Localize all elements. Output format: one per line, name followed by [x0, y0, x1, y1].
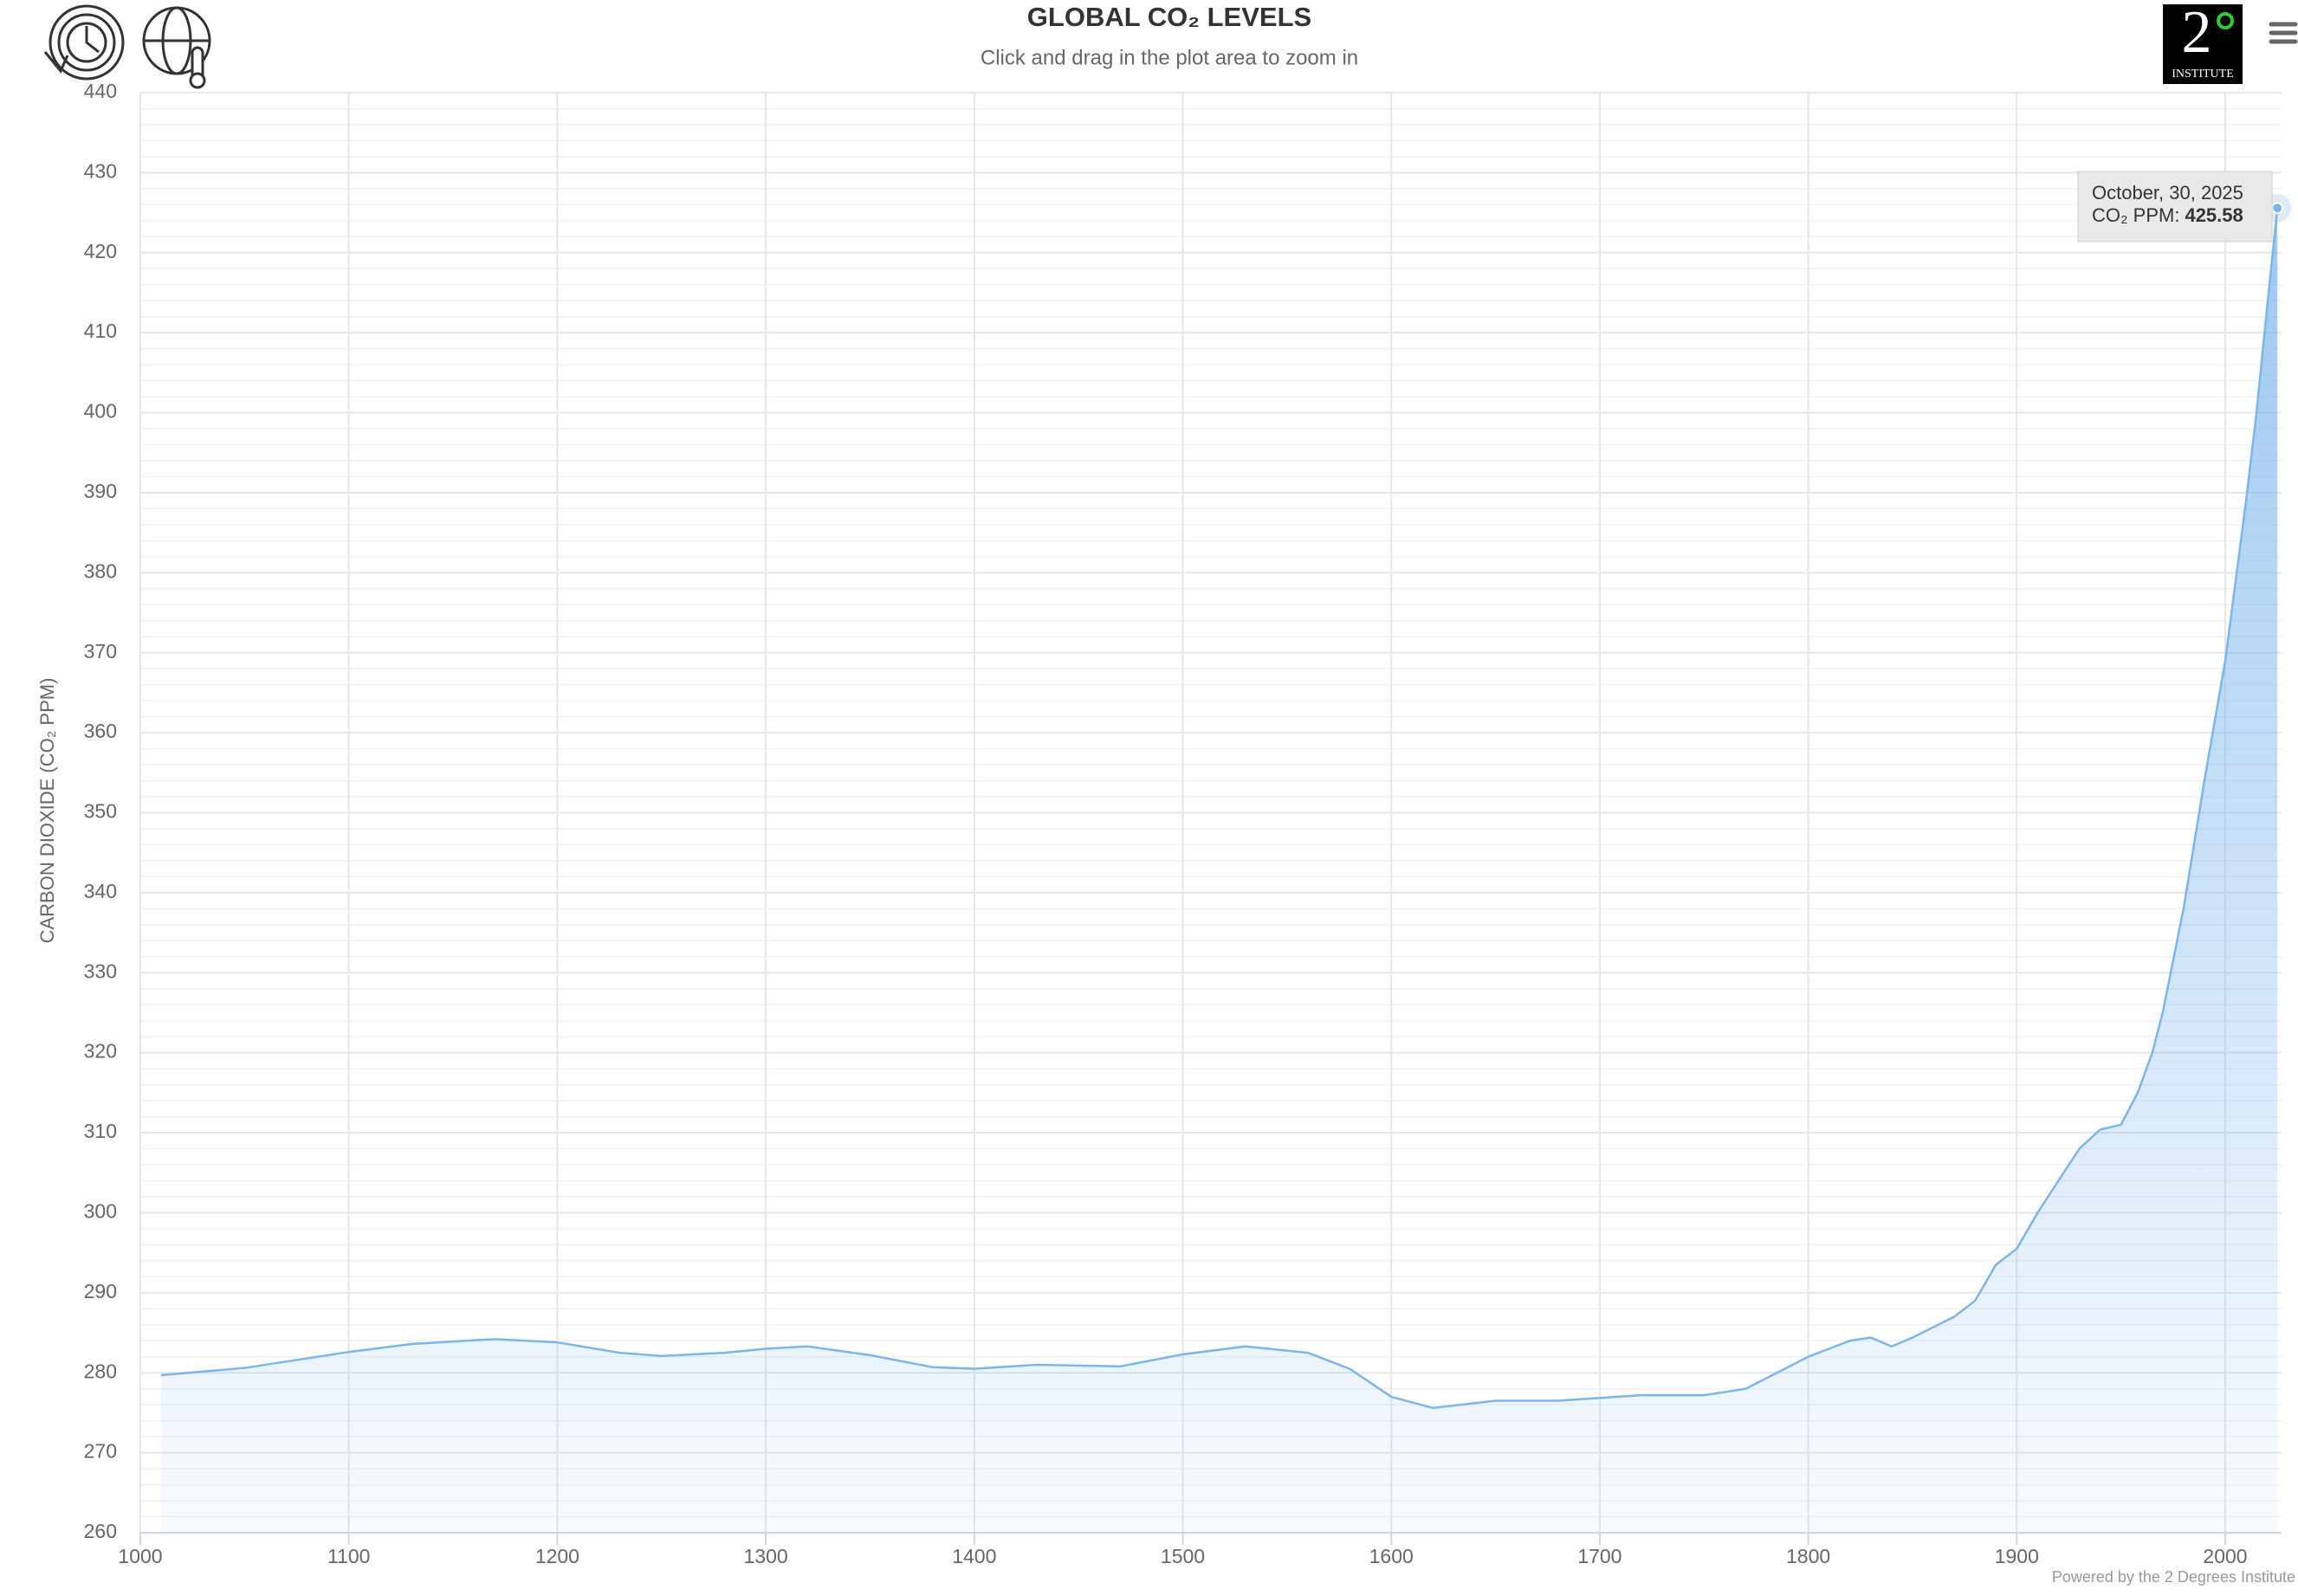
- y-tick-label: 430: [84, 159, 117, 182]
- chart-title: GLOBAL CO₂ LEVELS: [1027, 2, 1311, 32]
- y-tick-label: 270: [84, 1440, 117, 1463]
- labels: 260 270 280 290 300 310 320 330 340 350 360 370 380 3…: [84, 80, 2248, 1567]
- x-tick-label: 1200: [535, 1545, 579, 1567]
- x-tick-label: 1300: [744, 1545, 788, 1567]
- tooltip-box: [2077, 171, 2273, 242]
- tooltip-date: October, 30, 2025: [2092, 182, 2243, 204]
- menu-button[interactable]: [2269, 22, 2298, 44]
- history-icon[interactable]: [43, 4, 125, 81]
- x-tick-label: 1400: [952, 1545, 996, 1567]
- logo-circle: [2217, 12, 2234, 29]
- globe-icon[interactable]: [142, 6, 211, 89]
- y-tick-label: 330: [84, 960, 117, 982]
- tooltip-value: 425.58: [2185, 204, 2243, 226]
- logo-digit: 2: [2182, 0, 2212, 66]
- y-tick-label: 320: [84, 1040, 117, 1063]
- y-tick-label: 310: [84, 1120, 117, 1142]
- logo-text: INSTITUTE: [2172, 68, 2234, 81]
- x-tick-label: 1000: [118, 1545, 162, 1567]
- chart-subtitle: Click and drag in the plot area to zoom …: [981, 46, 1358, 69]
- y-tick-label: 400: [84, 400, 117, 423]
- y-axis-title: CARBON DIOXIDE (CO₂ PPM): [36, 678, 58, 944]
- x-tick-label: 1900: [1995, 1545, 2039, 1567]
- y-tick-label: 380: [84, 559, 117, 582]
- x-tick-label: 2000: [2203, 1545, 2247, 1567]
- x-tick-label: 1800: [1786, 1545, 1830, 1567]
- area: [161, 208, 2278, 1534]
- y-tick-label: 370: [84, 640, 117, 662]
- logo[interactable]: 2 INSTITUTE: [2163, 0, 2243, 84]
- x-tick-label: 1600: [1369, 1545, 1414, 1567]
- plot: [160, 194, 2292, 1534]
- hover-point: [2271, 202, 2284, 215]
- y-tick-label: 410: [84, 320, 117, 342]
- y-tick-label: 290: [84, 1280, 117, 1302]
- y-tick-label: 440: [84, 80, 117, 102]
- x-tick-label: 1100: [327, 1545, 370, 1567]
- x-tick-label: 1700: [1577, 1545, 1622, 1567]
- y-tick-label: 300: [84, 1200, 117, 1223]
- y-tick-label: 420: [84, 240, 117, 262]
- y-tick-label: 350: [84, 800, 117, 823]
- line: [160, 208, 2279, 1410]
- x-tick-label: 1500: [1161, 1545, 1205, 1567]
- y-tick-label: 360: [84, 720, 117, 742]
- y-tick-label: 260: [84, 1520, 117, 1542]
- y-tick-label: 280: [84, 1360, 117, 1382]
- tooltip-label: CO₂ PPM:: [2092, 204, 2179, 226]
- credits[interactable]: Powered by the 2 Degrees Institute: [2052, 1568, 2295, 1586]
- logo-box: [2163, 4, 2243, 84]
- y-tick-label: 390: [84, 480, 117, 502]
- y-tick-label: 340: [84, 880, 117, 902]
